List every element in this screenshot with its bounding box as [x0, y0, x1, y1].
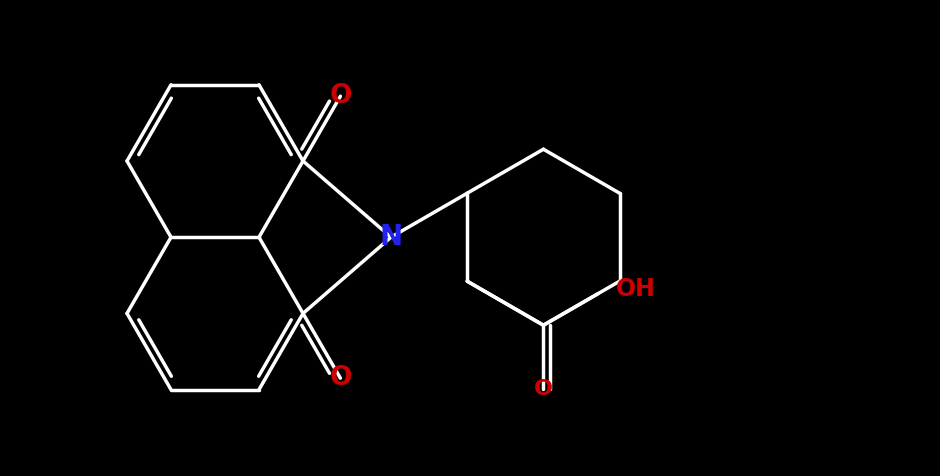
Text: O: O: [329, 83, 352, 109]
Text: N: N: [380, 223, 402, 251]
Text: O: O: [329, 365, 352, 391]
Text: OH: OH: [617, 277, 656, 300]
Text: O: O: [534, 378, 553, 398]
